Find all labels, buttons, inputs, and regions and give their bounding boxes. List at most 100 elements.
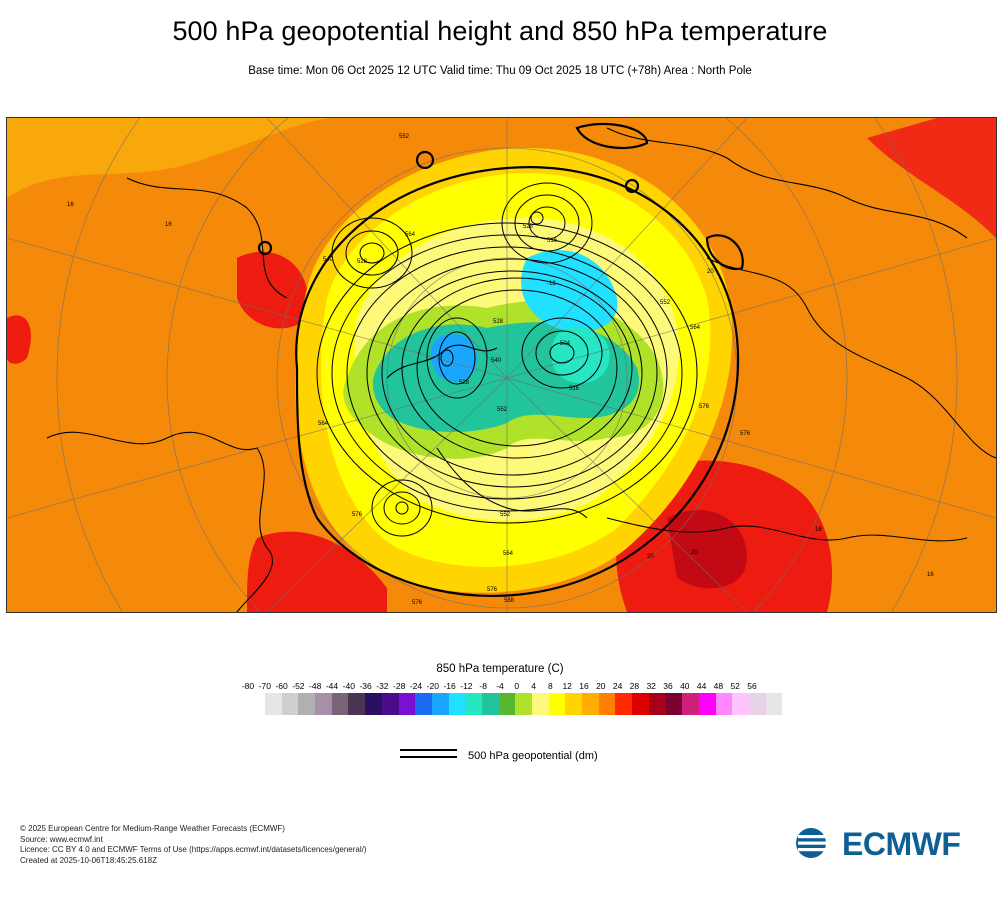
geopotential-contours xyxy=(316,182,698,537)
contour-label: 16 xyxy=(927,572,934,578)
colorbar-swatch xyxy=(398,693,416,715)
contour-label: 20 xyxy=(707,269,714,275)
contour-label: 564 xyxy=(318,421,329,427)
colorbar-swatch xyxy=(415,693,432,715)
colorbar-swatch xyxy=(615,693,633,715)
polar-map: 552 564 540 528 516 528 552 564 576 576 … xyxy=(6,117,997,613)
contour-label: 576 xyxy=(412,600,423,606)
temp-region-darkred-se xyxy=(667,510,747,589)
geopotential-legend-label: 500 hPa geopotential (dm) xyxy=(468,750,598,762)
colorbar-swatch xyxy=(648,693,666,715)
colorbar-tick-label: -20 xyxy=(426,681,439,691)
colorbar-swatch xyxy=(265,693,282,715)
contour-label: 552 xyxy=(399,134,410,140)
colorbar-tick-label: -8 xyxy=(479,681,487,691)
colorbar-swatch xyxy=(448,693,466,715)
contour-label: 576 xyxy=(487,587,498,593)
colorbar-swatch xyxy=(365,693,382,715)
contour-label: 564 xyxy=(503,551,514,557)
colorbar-tick-label: -12 xyxy=(460,681,473,691)
colorbar-tick-label: 24 xyxy=(612,681,623,691)
contour-label: -12 xyxy=(547,281,556,287)
colorbar-tick-label: -28 xyxy=(393,681,406,691)
contour-label: 528 xyxy=(357,259,368,265)
contour-label: 16 xyxy=(815,527,822,533)
colorbar-swatch xyxy=(665,693,683,715)
colorbar-swatch xyxy=(732,693,749,715)
contour-label: 504 xyxy=(560,341,571,347)
colorbar-swatch xyxy=(281,693,299,715)
temp-region-red-s xyxy=(247,531,387,612)
ecmwf-logo: ECMWF xyxy=(794,826,984,862)
colorbar-tick-label: 4 xyxy=(531,681,536,691)
geopotential-bold-contours xyxy=(257,122,744,597)
contour-label: 552 xyxy=(497,407,508,413)
coastlines xyxy=(46,127,996,612)
colorbar-tick-label: -24 xyxy=(409,681,423,691)
contour-label: 20 xyxy=(691,550,698,556)
colorbar-tick-label: 16 xyxy=(579,681,589,691)
contour-label: 552 xyxy=(500,512,511,518)
colorbar-swatch xyxy=(348,693,366,715)
colorbar xyxy=(265,693,783,715)
geopotential-legend-swatch xyxy=(400,749,457,763)
colorbar-swatch xyxy=(515,693,532,715)
colorbar-swatch xyxy=(682,693,699,715)
colorbar-tick-label: -40 xyxy=(342,681,355,691)
colorbar-title: 850 hPa temperature (C) xyxy=(436,663,564,675)
colorbar-tick-label: -60 xyxy=(275,681,288,691)
contour-label: 564 xyxy=(405,232,416,238)
footer-credits: © 2025 European Centre for Medium-Range … xyxy=(20,824,367,866)
colorbar-swatch xyxy=(748,693,766,715)
chart-title: 500 hPa geopotential height and 850 hPa … xyxy=(172,16,828,46)
colorbar-tick-label: 56 xyxy=(747,681,757,691)
contour-label: 564 xyxy=(690,325,701,331)
colorbar-swatch xyxy=(431,693,449,715)
colorbar-swatch xyxy=(381,693,399,715)
contour-label: 576 xyxy=(352,512,363,518)
colorbar-tick-label: -80 xyxy=(241,681,255,691)
colorbar-tick-label: 28 xyxy=(629,681,640,691)
colorbar-ticks: -80 -70 -60 -52 -48 -44 -40 -36 -32 -28 -24 -20 -16-… xyxy=(0,681,1000,693)
licence-line: Licence: CC BY 4.0 and ECMWF Terms of Us… xyxy=(20,845,367,854)
contour-label: 552 xyxy=(660,300,671,306)
colorbar-swatch xyxy=(632,693,649,715)
contour-label: 528 xyxy=(493,319,504,325)
colorbar-swatch xyxy=(498,693,516,715)
copyright-line: © 2025 European Centre for Medium-Range … xyxy=(20,824,285,833)
colorbar-tick-label: 12 xyxy=(562,681,572,691)
colorbar-tick-label: -32 xyxy=(376,681,389,691)
colorbar-tick-label: 32 xyxy=(646,681,656,691)
contour-label: 576 xyxy=(740,431,751,437)
contour-label: 576 xyxy=(699,404,710,410)
graticule xyxy=(7,118,996,612)
contour-label: 528 xyxy=(459,380,470,386)
colorbar-swatch xyxy=(582,693,599,715)
contour-label: 16 xyxy=(67,202,74,208)
temp-region-orange-nw xyxy=(7,118,337,198)
colorbar-tick-label: -16 xyxy=(443,681,456,691)
map-field: 552 564 540 528 516 528 552 564 576 576 … xyxy=(7,118,996,612)
colorbar-swatch xyxy=(532,693,549,715)
colorbar-swatch xyxy=(481,693,499,715)
contour-label: 516 xyxy=(569,386,580,392)
contour-label: 528 xyxy=(523,224,534,230)
temp-region-teal xyxy=(551,327,610,384)
colorbar-tick-label: -70 xyxy=(258,681,271,691)
colorbar-tick-label: 8 xyxy=(548,681,553,691)
temp-region-red-w xyxy=(237,251,309,329)
temp-region-red-far-w xyxy=(7,315,31,364)
colorbar-tick-label: -44 xyxy=(325,681,339,691)
source-line: Source: www.ecmwf.int xyxy=(20,834,103,844)
colorbar-swatch xyxy=(315,693,332,715)
contour-label: 540 xyxy=(323,257,334,263)
contour-label: 20 xyxy=(647,554,654,560)
colorbar-tick-label: 44 xyxy=(696,681,707,691)
ecmwf-logo-text: ECMWF xyxy=(842,826,961,862)
chart-subtitle: Base time: Mon 06 Oct 2025 12 UTC Valid … xyxy=(248,65,752,77)
colorbar-tick-label: -36 xyxy=(359,681,372,691)
colorbar-tick-label: -4 xyxy=(496,681,504,691)
colorbar-tick-label: 48 xyxy=(713,681,724,691)
ecmwf-logo-icon xyxy=(796,828,838,858)
contour-label: 588 xyxy=(504,598,515,604)
